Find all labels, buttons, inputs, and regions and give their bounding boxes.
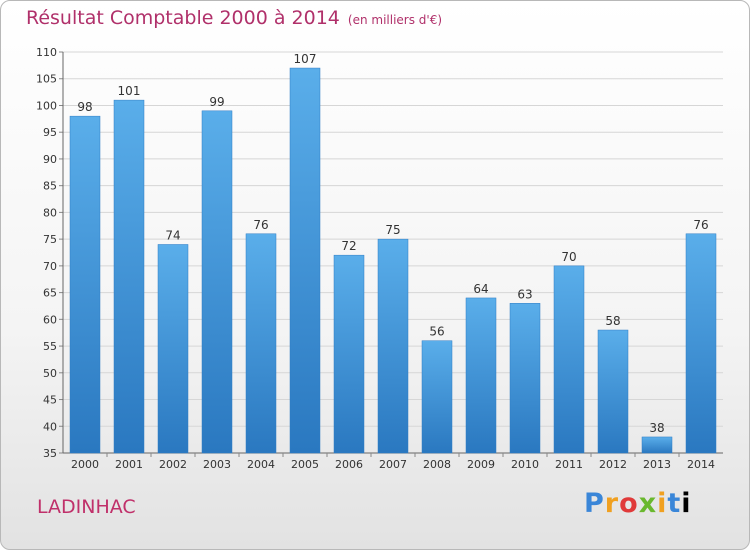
value-label-2014: 76 <box>693 218 708 232</box>
bar-2003 <box>201 110 233 454</box>
y-tick-label: 95 <box>43 126 57 139</box>
value-label-2007: 75 <box>385 223 400 237</box>
x-tick-label-2003: 2003 <box>203 458 231 471</box>
y-tick-label: 40 <box>43 420 57 433</box>
x-tick-label-2002: 2002 <box>159 458 187 471</box>
bar-2011 <box>553 265 585 454</box>
x-tick-label-2014: 2014 <box>687 458 715 471</box>
bar-2007 <box>377 238 409 454</box>
value-label-2008: 56 <box>429 325 444 339</box>
x-tick-label-2008: 2008 <box>423 458 451 471</box>
value-label-2013: 38 <box>649 421 664 435</box>
y-tick-label: 60 <box>43 313 57 326</box>
proxiti-logo: Proxiti <box>584 488 692 519</box>
bar-2010 <box>509 303 541 454</box>
x-tick-label-2006: 2006 <box>335 458 363 471</box>
value-label-2004: 76 <box>253 218 268 232</box>
x-tick-label-2011: 2011 <box>555 458 583 471</box>
bar-2013 <box>641 436 673 454</box>
chart-unit: (en milliers d'€) <box>347 13 443 27</box>
value-label-2000: 98 <box>77 100 92 114</box>
chart-title: Résultat Comptable 2000 à 2014 (en millie… <box>26 7 442 29</box>
value-label-2001: 101 <box>118 84 141 98</box>
y-tick-label: 100 <box>36 99 57 112</box>
bar-2009 <box>465 297 497 454</box>
bar-2004 <box>245 233 277 454</box>
bar-2001 <box>113 99 145 454</box>
bars-layer <box>69 67 717 454</box>
value-label-2005: 107 <box>294 52 317 66</box>
bar-2006 <box>333 254 365 454</box>
x-tick-label-2009: 2009 <box>467 458 495 471</box>
x-tick-label-2010: 2010 <box>511 458 539 471</box>
y-tick-label: 50 <box>43 367 57 380</box>
y-tick-label: 110 <box>36 46 57 59</box>
y-tick-label: 75 <box>43 233 57 246</box>
bar-2014 <box>685 233 717 454</box>
y-tick-label: 45 <box>43 394 57 407</box>
value-label-2012: 58 <box>605 314 620 328</box>
x-tick-label-2005: 2005 <box>291 458 319 471</box>
value-label-2006: 72 <box>341 239 356 253</box>
x-tick-label-2007: 2007 <box>379 458 407 471</box>
x-tick-label-2000: 2000 <box>71 458 99 471</box>
x-tick-label-2012: 2012 <box>599 458 627 471</box>
bar-2008 <box>421 340 453 454</box>
x-tick-label-2001: 2001 <box>115 458 143 471</box>
y-tick-label: 80 <box>43 206 57 219</box>
bar-2012 <box>597 329 629 454</box>
y-tick-label: 65 <box>43 287 57 300</box>
bar-2000 <box>69 115 101 454</box>
y-tick-label: 85 <box>43 180 57 193</box>
y-tick-label: 70 <box>43 260 57 273</box>
bar-2002 <box>157 244 189 454</box>
y-tick-label: 55 <box>43 340 57 353</box>
y-tick-label: 35 <box>43 447 57 460</box>
labels-layer: 35 40 45 50 55 60 65 70 75 80 85 90 95 100 105 110 98 200… <box>36 46 715 471</box>
x-tick-label-2013: 2013 <box>643 458 671 471</box>
value-label-2010: 63 <box>517 287 532 301</box>
value-label-2002: 74 <box>165 228 180 242</box>
y-tick-label: 90 <box>43 153 57 166</box>
chart-title-text: Résultat Comptable 2000 à 2014 <box>26 7 340 29</box>
value-label-2009: 64 <box>473 282 488 296</box>
bar-2005 <box>289 67 321 454</box>
commune-name: LADINHAC <box>37 496 136 518</box>
x-tick-label-2004: 2004 <box>247 458 275 471</box>
value-label-2003: 99 <box>209 95 224 109</box>
y-tick-label: 105 <box>36 73 57 86</box>
value-label-2011: 70 <box>561 250 576 264</box>
